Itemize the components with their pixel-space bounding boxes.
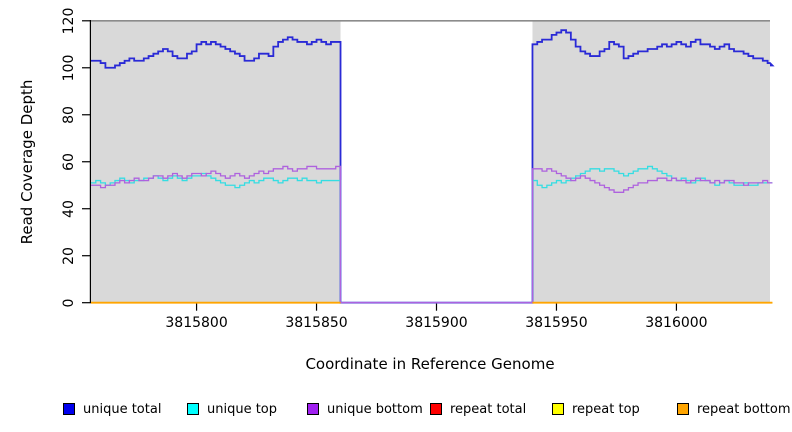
y-tick-label: 20 (61, 246, 77, 265)
legend: unique total unique top unique bottom repea… (0, 401, 792, 421)
y-axis-title: Read Coverage Depth (18, 79, 36, 245)
legend-label: repeat top (572, 401, 640, 417)
legend-swatch-icon (430, 403, 442, 415)
legend-swatch-icon (552, 403, 564, 415)
legend-swatch-icon (187, 403, 199, 415)
y-tick-label: 0 (61, 298, 77, 308)
y-tick-label: 40 (61, 199, 77, 218)
legend-item-unique-bottom: unique bottom (307, 401, 423, 417)
legend-item-repeat-total: repeat total (430, 401, 526, 417)
x-tick-label: 3815850 (285, 315, 348, 331)
x-tick-label: 3815800 (165, 315, 228, 331)
legend-label: unique total (83, 401, 162, 417)
legend-item-unique-top: unique top (187, 401, 277, 417)
legend-swatch-icon (63, 403, 75, 415)
y-tick-label: 120 (61, 7, 77, 35)
y-tick-label: 100 (61, 54, 77, 82)
legend-item-repeat-bottom: repeat bottom (677, 401, 791, 417)
legend-item-repeat-top: repeat top (552, 401, 640, 417)
legend-item-unique-total: unique total (63, 401, 161, 417)
data-region-right (532, 20, 770, 303)
legend-swatch-icon (307, 403, 319, 415)
legend-label: repeat total (450, 401, 527, 417)
x-tick-label: 3815950 (525, 315, 588, 331)
y-tick-label: 80 (61, 105, 77, 124)
legend-label: unique top (207, 401, 278, 417)
legend-label: repeat bottom (697, 401, 791, 417)
x-tick-label: 3815900 (405, 315, 468, 331)
x-tick-label: 3816000 (645, 315, 708, 331)
y-tick-label: 60 (61, 152, 77, 171)
data-region-left (91, 20, 341, 303)
x-axis-title: Coordinate in Reference Genome (305, 355, 555, 373)
series-line-unique-bottom (91, 165, 773, 304)
legend-swatch-icon (677, 403, 689, 415)
legend-label: unique bottom (327, 401, 423, 417)
